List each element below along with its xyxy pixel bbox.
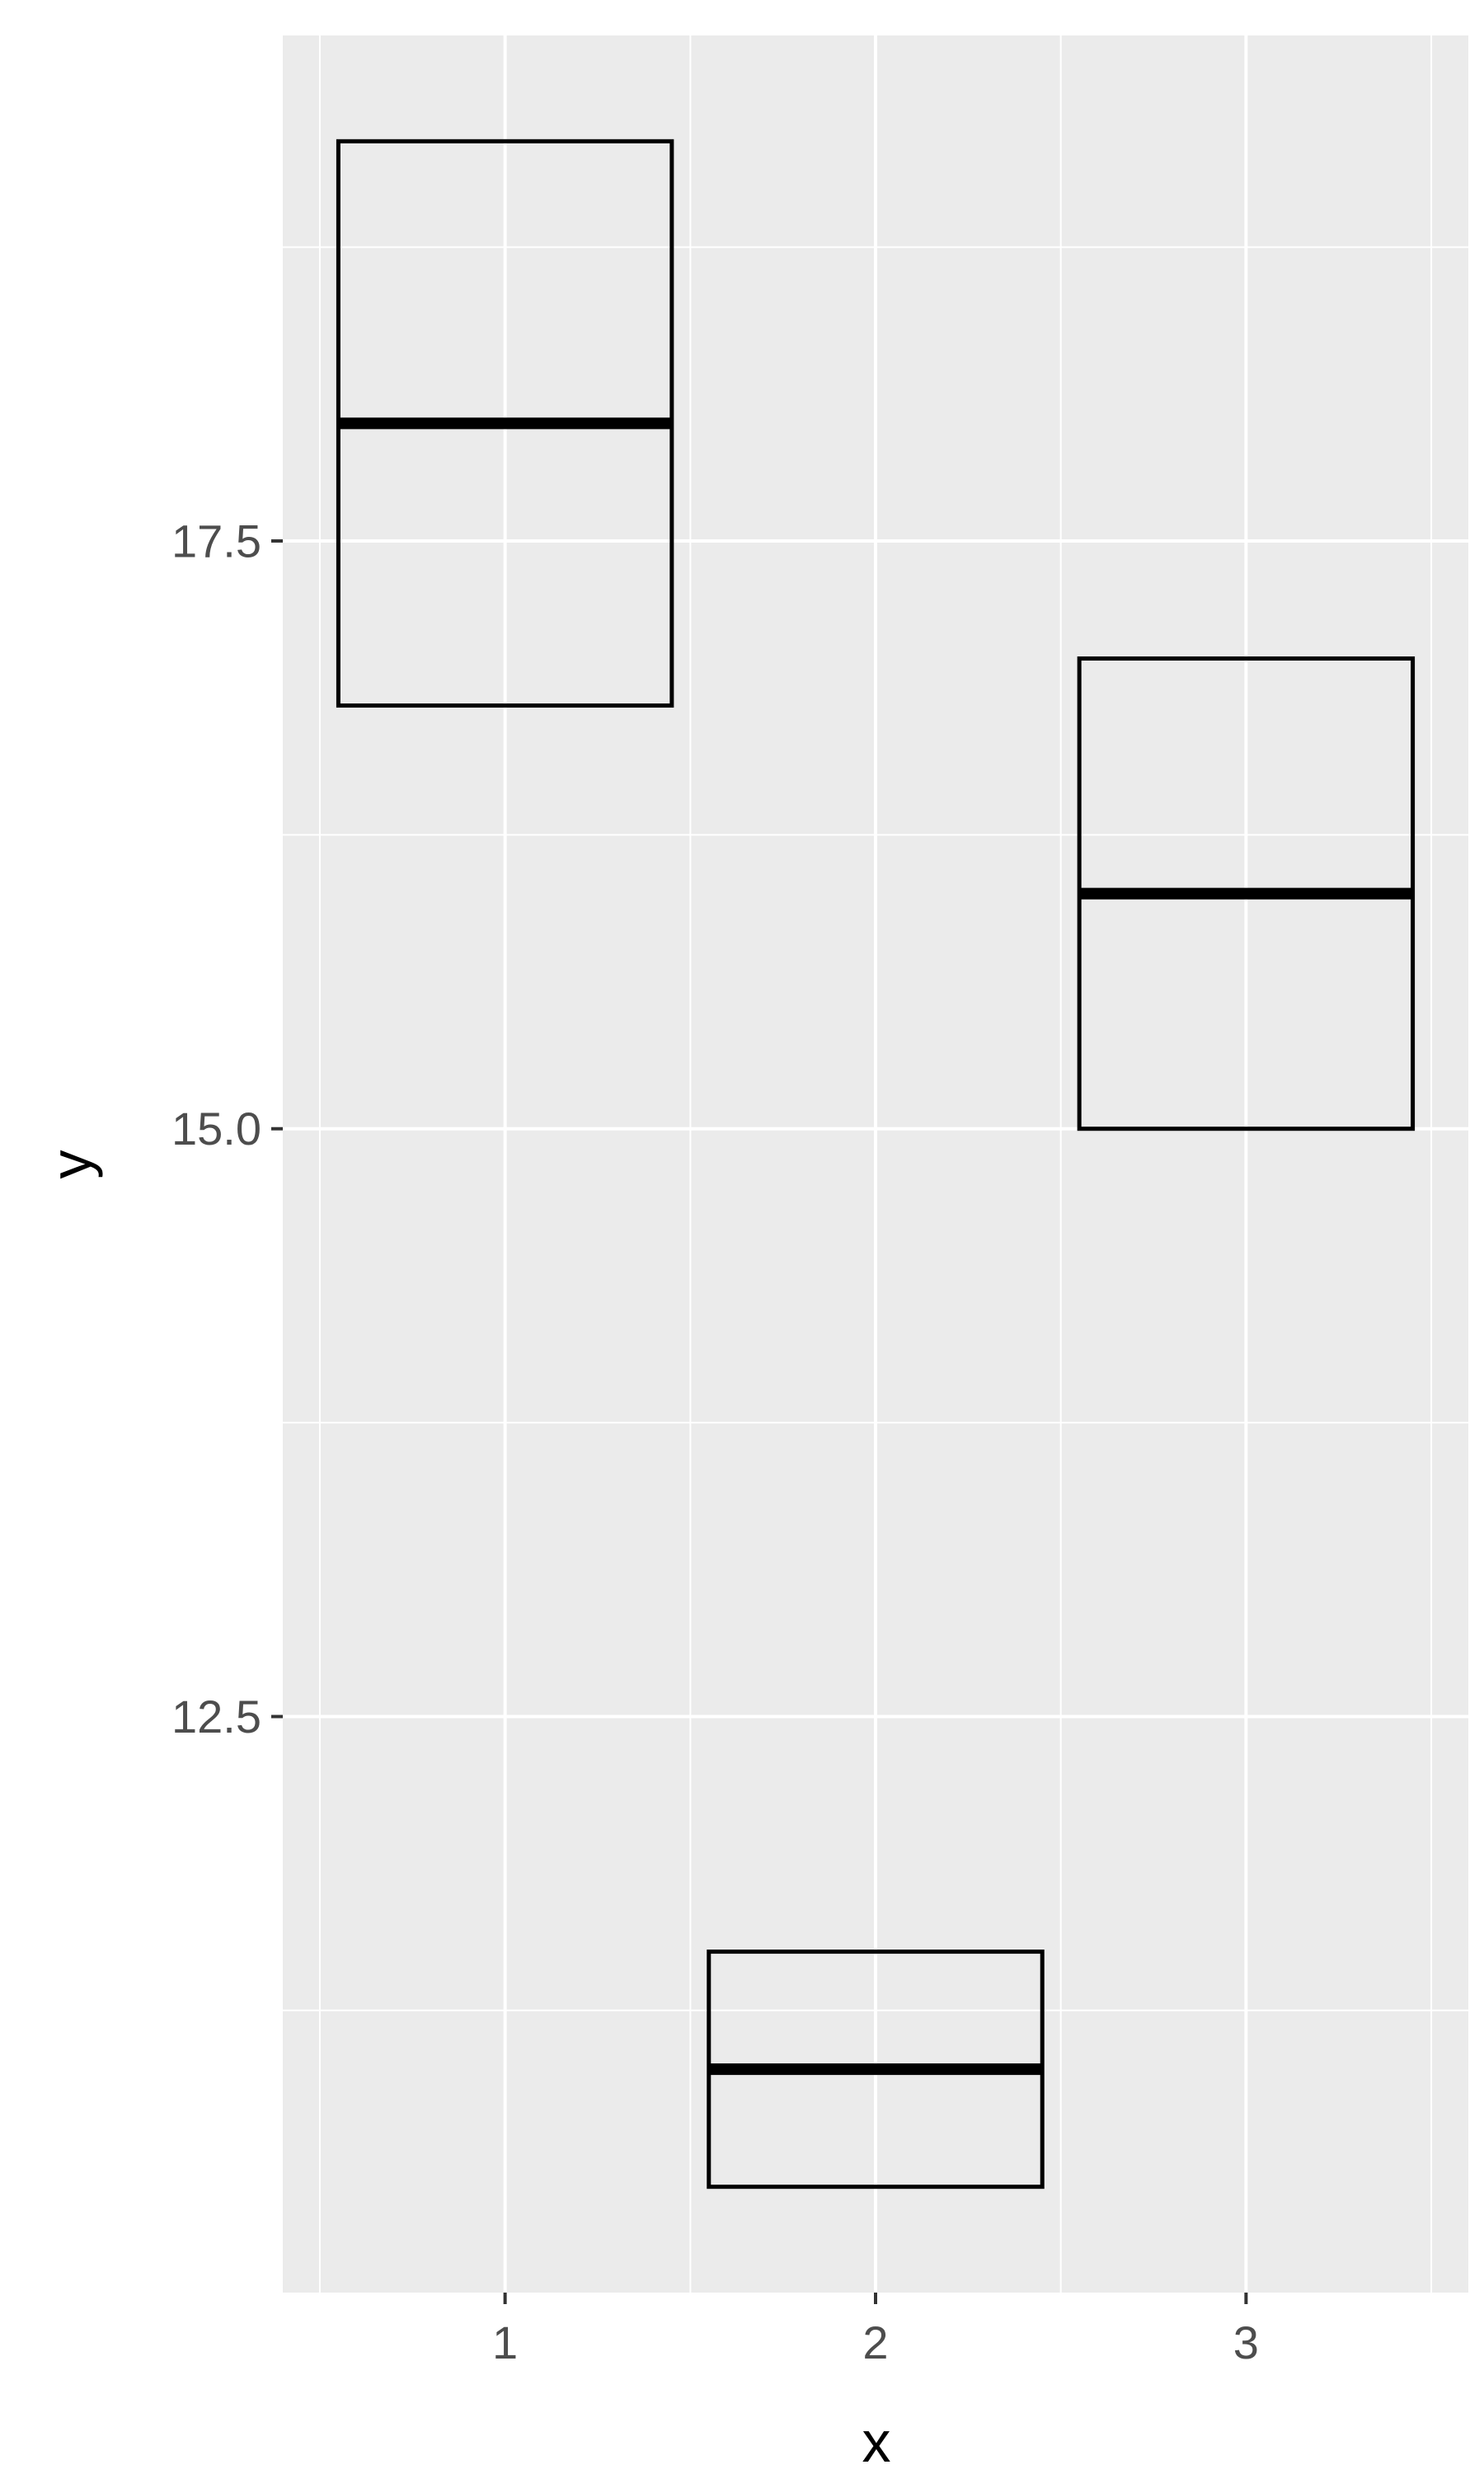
y-tick-label: 17.5 (171, 515, 261, 567)
y-axis-title: y (39, 1150, 103, 1179)
x-axis-title: x (862, 2410, 891, 2474)
crossbars (336, 139, 1416, 2189)
y-tick-label: 15.0 (171, 1103, 261, 1155)
x-tick-label: 3 (1233, 2316, 1259, 2368)
x-tick-label: 2 (862, 2316, 888, 2368)
y-tick-label: 12.5 (171, 1691, 261, 1743)
x-tick-label: 1 (492, 2316, 518, 2368)
minor-gridlines (283, 35, 1468, 2293)
x-axis: 1 2 3 (492, 2293, 1259, 2368)
y-axis: 12.5 15.0 17.5 (171, 515, 283, 1743)
major-gridlines (283, 35, 1468, 2293)
